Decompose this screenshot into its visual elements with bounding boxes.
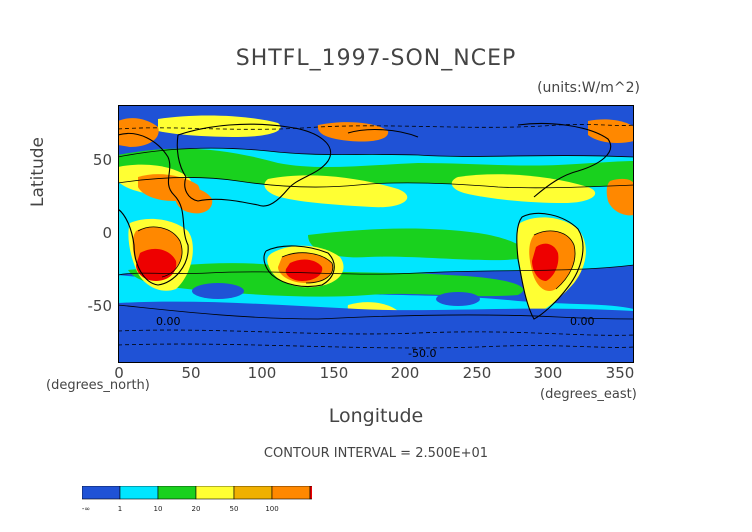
yellow-patch-pacific: [451, 174, 596, 203]
x-tick-label-0: 0: [114, 364, 124, 382]
red-patch-south-america: [532, 243, 559, 281]
color-legend: -∞110205010010000: [82, 486, 312, 513]
color-legend-swatch: [309, 486, 312, 500]
color-legend-swatch: [119, 486, 159, 500]
color-legend-label: 50: [230, 505, 239, 513]
contour-label-1: 0.00: [570, 315, 595, 328]
color-legend-label: 20: [192, 505, 201, 513]
color-legend-swatch: [233, 486, 273, 500]
color-legend-label: 1: [118, 505, 122, 513]
x-tick-label-300: 300: [533, 364, 563, 382]
color-legend-swatch: [157, 486, 197, 500]
x-tick-label-200: 200: [390, 364, 420, 382]
color-legend-label: -∞: [82, 505, 90, 513]
x-tick-label-150: 150: [319, 364, 349, 382]
contour-label-0: 0.00: [156, 315, 181, 328]
heat-flux-map: 0.00 0.00 -50.0: [118, 105, 634, 363]
x-axis-units: (degrees_east): [540, 387, 637, 402]
x-tick-label-50: 50: [181, 364, 201, 382]
blue-patch-southern: [192, 283, 244, 299]
color-legend-swatch: [195, 486, 235, 500]
contour-lines: [118, 124, 634, 349]
deep-blue-south-ocean: [118, 301, 634, 363]
red-patch-australia: [285, 259, 323, 281]
x-tick-label-250: 250: [462, 364, 492, 382]
orange-patch-middle-east: [174, 187, 213, 214]
color-legend-swatch: [82, 486, 121, 500]
units-label: (units:W/m^2): [537, 80, 640, 96]
yellow-patch-asia: [264, 175, 408, 208]
blue-patch-pacific-south: [436, 292, 480, 306]
map-frame: [118, 105, 634, 363]
x-tick-label-350: 350: [605, 364, 635, 382]
y-axis-label: Latitude: [28, 137, 48, 207]
contour-interval: CONTOUR INTERVAL = 2.500E+01: [263, 446, 489, 461]
green-band-pacific: [308, 228, 526, 261]
x-tick-label-100: 100: [247, 364, 277, 382]
y-tick-label-0: 0: [102, 224, 112, 242]
orange-patch-atlantic-east: [606, 178, 634, 216]
map-title: SHTFL_1997-SON_NCEP: [235, 46, 517, 71]
color-legend-swatch: [271, 486, 311, 500]
color-legend-label: 100: [265, 505, 278, 513]
coastlines: [118, 123, 611, 320]
orange-patch-europe: [118, 118, 159, 147]
y-axis-units: (degrees_north): [46, 378, 150, 393]
x-axis-label: Longitude: [328, 405, 424, 427]
contour-label-2: -50.0: [408, 347, 436, 360]
y-tick-label-minus-50: -50: [87, 297, 113, 315]
y-tick-label-50: 50: [92, 151, 112, 169]
color-legend-label: 10: [154, 505, 163, 513]
